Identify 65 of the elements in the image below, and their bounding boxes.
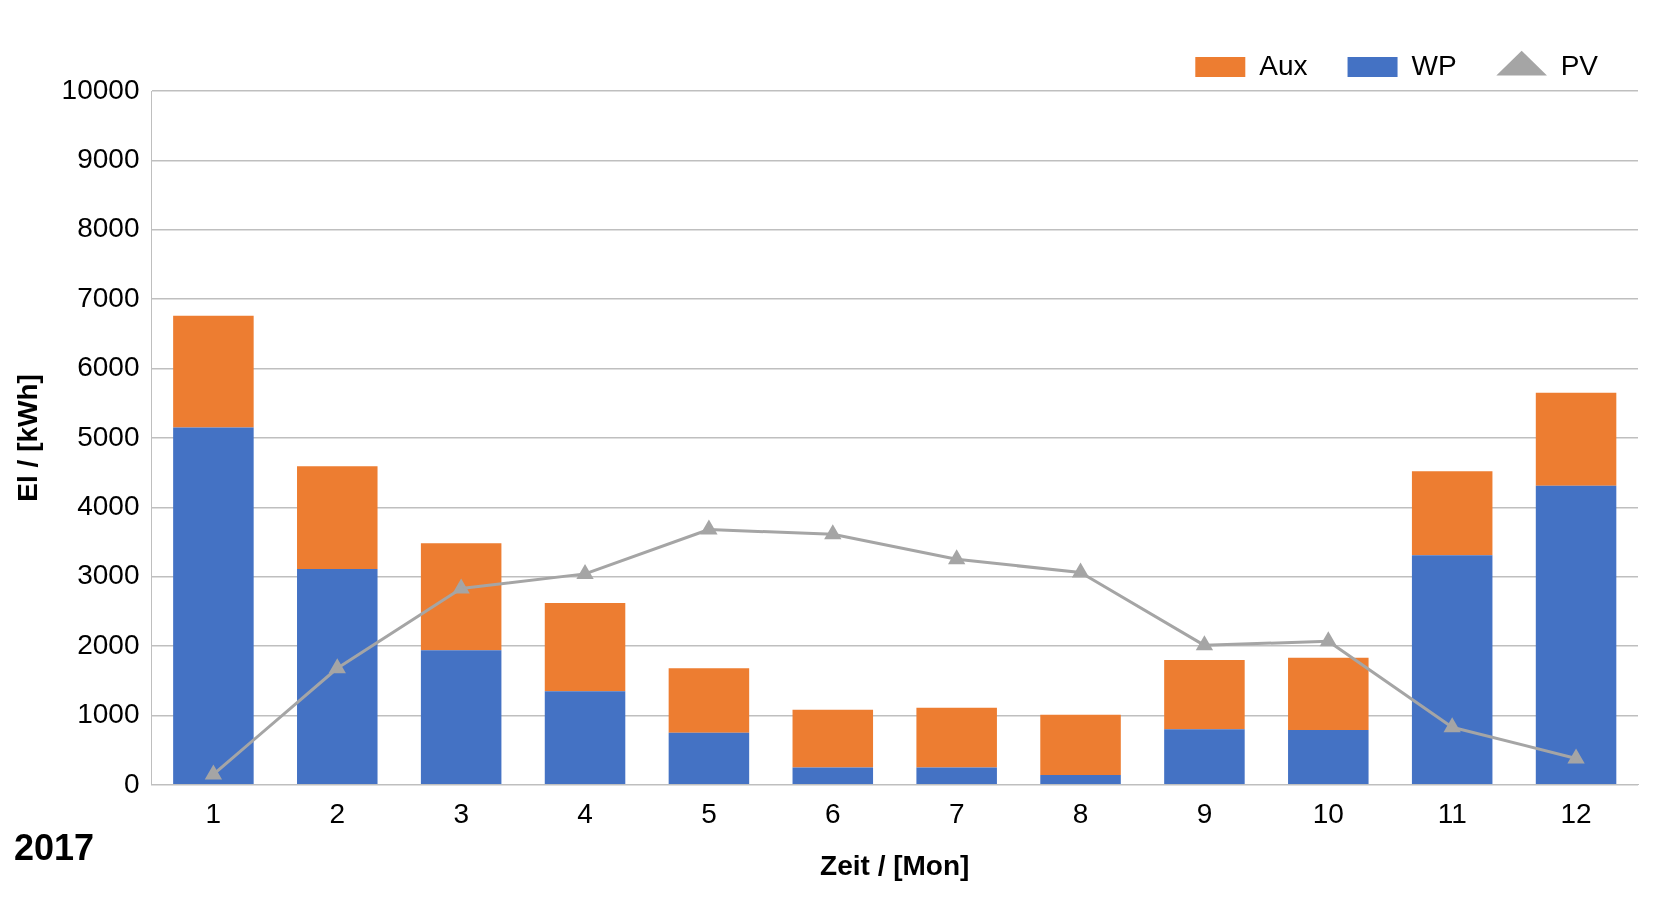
x-tick-label: 11: [1437, 797, 1467, 829]
point: [1196, 636, 1212, 651]
x-tick-label: 12: [1560, 797, 1592, 829]
x-tick-label: 1: [205, 797, 222, 829]
bar: [668, 732, 750, 785]
point: [1568, 749, 1584, 764]
x-tick-label: 10: [1312, 797, 1344, 829]
bar: [792, 709, 874, 768]
point: [1320, 632, 1336, 647]
point: [1072, 564, 1089, 578]
bar: [173, 315, 254, 428]
y-tick-label: 9000: [77, 143, 140, 175]
y-tick-label: 10000: [61, 73, 140, 105]
x-axis-title: Zeit / [Mon]: [820, 849, 970, 881]
x-tick-label: 7: [948, 797, 965, 829]
point: [1444, 718, 1460, 733]
bar: [668, 668, 750, 733]
bar: [544, 691, 626, 785]
x-tick-label: 9: [1196, 797, 1213, 829]
point: [701, 520, 717, 535]
y-tick-label: 4000: [77, 490, 140, 521]
point: [329, 659, 345, 674]
point: [453, 579, 469, 594]
y-tick-label: 7000: [77, 281, 140, 313]
x-tick-label: 3: [453, 797, 469, 829]
legend-label: PV: [1560, 49, 1599, 81]
x-tick-label: 8: [1072, 797, 1089, 829]
y-tick-label: 2000: [77, 628, 140, 660]
bar: [1535, 392, 1617, 486]
x-tick-label: 4: [577, 797, 593, 829]
text: 2017: [14, 826, 95, 868]
y-tick-label: 3000: [77, 559, 140, 591]
x-tick-label: 5: [701, 797, 717, 829]
y-tick-label: 5000: [77, 420, 140, 452]
legend-label: Aux: [1259, 49, 1308, 81]
bar: [297, 569, 378, 785]
point: [949, 550, 965, 565]
bar: [173, 427, 254, 785]
bar: [1040, 714, 1121, 776]
bar: [1288, 657, 1369, 730]
legend-label: WP: [1411, 49, 1457, 81]
bar: [916, 767, 997, 785]
point: [577, 565, 593, 579]
point: [205, 765, 221, 780]
point: [825, 525, 841, 540]
bar: [1411, 555, 1493, 785]
bar: [1040, 775, 1121, 785]
bar: [544, 603, 626, 692]
bar: [1164, 729, 1245, 785]
y-tick-label: 1000: [77, 698, 140, 730]
x-tick-label: 2: [329, 797, 346, 829]
bar: [792, 767, 874, 785]
bar: [916, 707, 997, 768]
y-tick-label: 0: [123, 767, 140, 799]
bar: [1535, 485, 1617, 785]
x-tick-label: 6: [825, 797, 841, 829]
bar: [420, 650, 502, 785]
bar: [420, 543, 502, 651]
y-tick-label: 6000: [77, 351, 140, 383]
bar: [1288, 729, 1369, 785]
bar: [1411, 471, 1493, 556]
y-axis-title: El / [kWh]: [11, 374, 43, 502]
bar: [297, 466, 378, 570]
y-tick-label: 8000: [77, 212, 140, 244]
bar: [1164, 659, 1245, 730]
